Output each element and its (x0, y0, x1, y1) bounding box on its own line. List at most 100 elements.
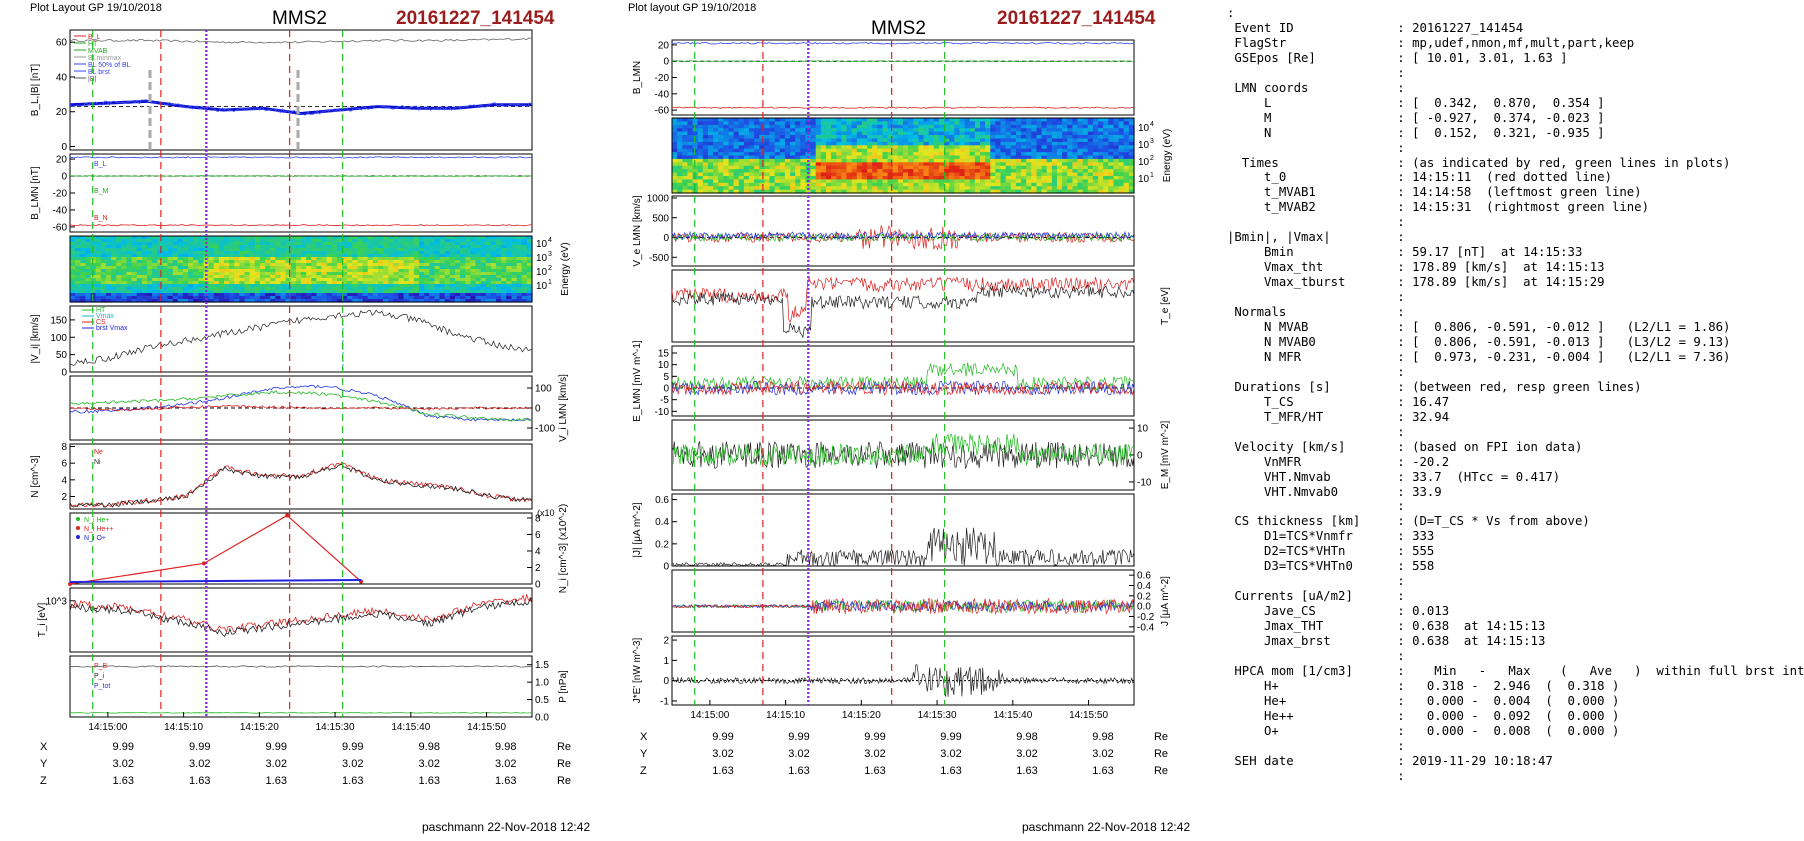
spectrogram-cell (733, 138, 740, 143)
spectrogram-cell (903, 182, 909, 187)
spectrogram-cell (882, 128, 889, 133)
spectrogram-cell (949, 148, 955, 153)
spectrogram-cell (521, 287, 528, 291)
spectrogram-cell (90, 260, 97, 264)
spectrogram-cell (933, 189, 940, 194)
spectrogram-cell (928, 182, 935, 187)
spectrogram-cell (723, 165, 729, 170)
spectrogram-cell (316, 281, 323, 285)
spectrogram-cell (367, 236, 374, 240)
spectrogram-cell (403, 242, 410, 246)
spectrogram-cell (743, 152, 750, 157)
spectrogram-cell (723, 118, 729, 122)
spectrogram-cell (465, 272, 471, 276)
spectrogram-cell (805, 121, 812, 126)
spectrogram-cell (1021, 186, 1027, 191)
spectrogram-cell (419, 257, 425, 261)
spectrogram-cell (147, 284, 153, 288)
spectrogram-cell (188, 278, 194, 282)
spectrogram-cell (677, 176, 683, 180)
spectrogram-cell (362, 269, 369, 273)
spectrogram-cell (713, 172, 719, 177)
spectrogram-cell (372, 296, 379, 300)
spectrogram-cell (198, 293, 204, 297)
spectrogram-cell (254, 293, 261, 297)
spectrogram-cell (167, 260, 174, 264)
info-line: Bmin : 59.17 [nT] at 14:15:33 (1227, 245, 1583, 260)
spectrogram-cell (342, 284, 348, 288)
spectrogram-cell (759, 138, 765, 143)
spectrogram-cell (496, 284, 502, 288)
spectrogram-cell (882, 189, 889, 194)
spectrogram-cell (141, 269, 148, 273)
legend-label: Vmax (96, 313, 114, 320)
spectrogram-cell (162, 236, 169, 240)
spectrogram-cell (372, 245, 379, 249)
spectrogram-cell (779, 152, 786, 157)
spectrogram-cell (964, 128, 971, 133)
spectrogram-cell (434, 272, 441, 276)
spectrogram-cell (1128, 172, 1135, 177)
spectrogram-cell (1072, 141, 1079, 146)
spectrogram-cell (1015, 121, 1022, 126)
spectrogram-cell (702, 118, 709, 122)
spectrogram-cell (995, 155, 1002, 160)
spectrogram-cell (259, 245, 266, 249)
spectrogram-cell (933, 135, 940, 139)
spectrogram-cell (995, 145, 1002, 150)
spectrogram-cell (707, 172, 714, 177)
spectrogram-cell (388, 248, 394, 252)
spectrogram-cell (105, 248, 112, 252)
spectrogram-cell (347, 254, 353, 258)
panel-frame (671, 493, 1135, 567)
spectrogram-cell (182, 287, 189, 291)
spectrogram-cell (75, 281, 81, 285)
spectrogram-cell (290, 263, 297, 267)
spectrogram-cell (419, 254, 425, 258)
spectrogram-cell (980, 141, 986, 146)
spectrogram-cell (455, 248, 461, 252)
V-M-series (69, 389, 533, 422)
coord-value: 3.02 (940, 747, 962, 760)
spectrogram-cell (856, 189, 863, 194)
panel-frame (671, 345, 1135, 417)
spectrogram-cell (1113, 121, 1120, 126)
spectrogram-cell (820, 155, 827, 160)
spectrogram-cell (831, 131, 837, 136)
spectrogram-cell (1103, 135, 1109, 139)
spectrogram-cell (526, 278, 533, 282)
spectrogram-cell (1021, 158, 1027, 163)
spectrogram-cell (188, 239, 194, 243)
spectrogram-cell (85, 296, 92, 300)
spectrogram-cell (121, 272, 127, 276)
spectrogram-cell (779, 179, 786, 184)
spectrogram-cell (270, 251, 276, 255)
spectrogram-cell (1005, 118, 1012, 122)
spectrogram-cell (918, 176, 925, 180)
coord-value: 1.63 (1016, 764, 1038, 777)
spectrogram-cell (954, 141, 960, 146)
spectrogram-cell (718, 172, 724, 177)
spectrogram-cell (867, 152, 873, 157)
spectrogram-cell (383, 293, 389, 297)
spectrogram-cell (419, 245, 425, 249)
spectrogram-cell (198, 245, 204, 249)
spectrogram-cell (856, 162, 863, 167)
spectrogram-cell (362, 239, 369, 243)
spectrogram-cell (754, 155, 760, 160)
spectrogram-cell (892, 155, 899, 160)
spectrogram-cell (1026, 118, 1032, 122)
spectrogram-cell (672, 169, 678, 174)
spectrogram-cell (136, 287, 143, 291)
spectrogram-cell (702, 128, 709, 133)
spectrogram-cell (326, 245, 333, 249)
spectrogram-cell (280, 236, 287, 240)
spectrogram-cell (790, 128, 796, 133)
spectrogram-cell (465, 239, 471, 243)
spectrogram-cell (275, 236, 281, 240)
spectrogram-cell (897, 162, 904, 167)
spectrogram-cell (352, 296, 358, 300)
spectrogram-cell (90, 296, 97, 300)
spectrogram-cell (490, 281, 497, 285)
spectrogram-cell (306, 272, 312, 276)
